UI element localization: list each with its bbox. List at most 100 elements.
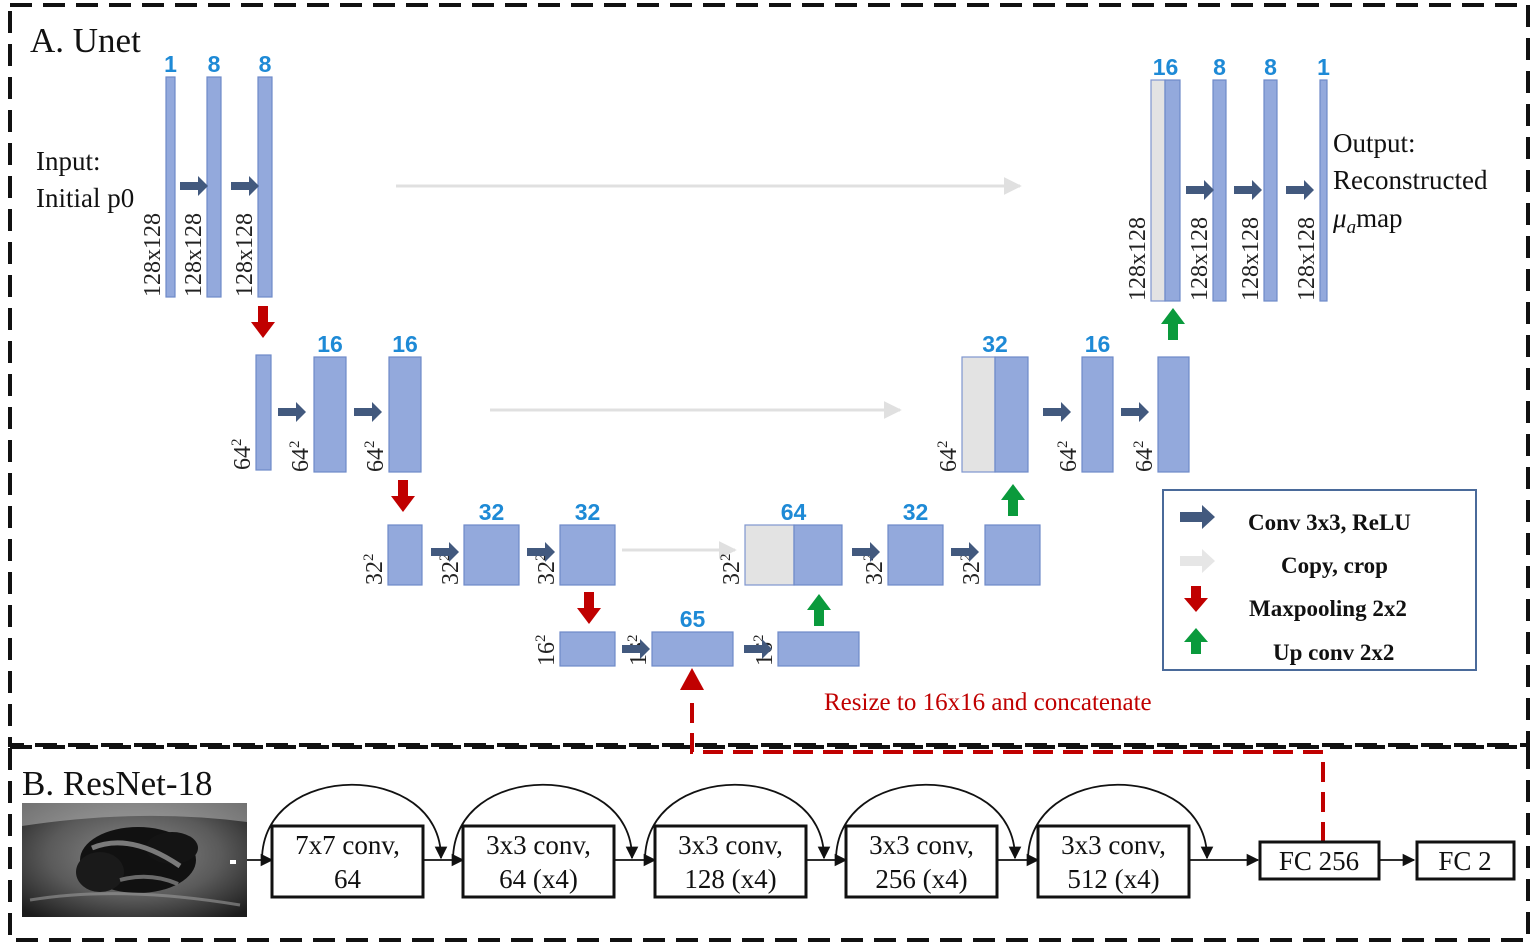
feature-map <box>387 524 423 586</box>
resnet-block-box <box>653 824 808 899</box>
unet-block: 162 <box>533 631 616 667</box>
unet-block: 8 128x128 <box>1238 54 1278 302</box>
conv-arrow <box>1186 180 1214 200</box>
channel-count: 1 <box>1317 54 1330 80</box>
size-exponent: 2 <box>1055 441 1071 449</box>
maxpool-arrow <box>391 480 415 512</box>
spatial-size-label: 128x128 <box>232 213 258 297</box>
feature-map <box>1263 79 1278 302</box>
skip-connection-arc <box>261 783 448 861</box>
resnet-block-line1: 3x3 conv, <box>678 830 783 860</box>
channel-count: 1 <box>164 51 177 77</box>
channel-count: 32 <box>903 499 929 525</box>
skip-connection-arc <box>1027 783 1214 861</box>
conv-arrow <box>852 542 880 562</box>
size-base: 32 <box>534 561 560 585</box>
feature-map <box>777 631 860 667</box>
size-exponent: 2 <box>229 439 245 447</box>
resnet-block-line1: 7x7 conv, <box>295 830 400 860</box>
spatial-size-label: 128x128 <box>1238 217 1264 301</box>
feature-map <box>1081 356 1114 473</box>
upconv-arrow <box>807 594 831 626</box>
feature-map <box>165 76 176 298</box>
size-exponent: 2 <box>751 635 767 643</box>
spatial-size-label: 128x128 <box>1187 217 1213 301</box>
feature-map <box>313 356 347 473</box>
ultrasound-image <box>22 803 247 917</box>
conv-arrow <box>1234 180 1262 200</box>
legend-pool-label: Maxpooling 2x2 <box>1249 596 1407 621</box>
channel-count: 16 <box>317 331 343 357</box>
conv-arrow <box>231 176 259 196</box>
spatial-size-label: 128x128 <box>140 213 166 297</box>
size-exponent: 2 <box>1131 441 1147 449</box>
copied-feature-map <box>1150 79 1166 302</box>
feature-map <box>1157 356 1190 473</box>
resize-arrowhead <box>680 668 704 690</box>
unet-block: 1 128x128 <box>1294 54 1330 302</box>
size-exponent: 2 <box>533 554 549 562</box>
size-exponent: 2 <box>718 554 734 562</box>
output-label-line1: Output: <box>1333 128 1416 158</box>
unet-block: 322 <box>361 524 423 586</box>
unet-blocks: 1128x1288128x1288128x1286421664216642322… <box>140 51 1330 667</box>
size-exponent: 2 <box>533 635 549 643</box>
size-base: 32 <box>959 561 985 585</box>
size-base: 64 <box>363 448 389 472</box>
size-base: 64 <box>1056 448 1082 472</box>
conv-arrow <box>951 542 979 562</box>
channel-count: 8 <box>208 51 221 77</box>
feature-map <box>984 524 1041 586</box>
legend-box <box>1162 489 1477 671</box>
legend: Conv 3x3, ReLU Copy, crop Maxpooling 2x2… <box>1162 489 1477 671</box>
feature-map <box>257 76 273 298</box>
resnet-block-line2: 64 (x4) <box>499 864 578 894</box>
input-label-line2: Initial p0 <box>36 183 134 213</box>
size-base: 32 <box>362 561 388 585</box>
feature-map <box>1319 79 1328 302</box>
map-word: map <box>1356 203 1403 233</box>
conv-arrow <box>744 639 772 659</box>
skip-connection-arc <box>452 783 639 861</box>
output-label-line2: Reconstructed <box>1333 165 1488 195</box>
spatial-size-label: 642 <box>1055 441 1082 473</box>
fc-256-label: FC 256 <box>1279 846 1359 876</box>
unet-block: 16 642 <box>1055 331 1114 473</box>
size-base: 32 <box>862 561 888 585</box>
spatial-size-label: 642 <box>229 439 256 471</box>
feature-map <box>463 524 520 586</box>
conv-arrow <box>278 402 306 422</box>
maxpool-arrow <box>577 592 601 624</box>
spatial-size-label: 322 <box>718 554 745 586</box>
panel-a-title: A. Unet <box>30 21 141 60</box>
channel-count: 65 <box>680 606 706 632</box>
resnet-block-line2: 256 (x4) <box>875 864 967 894</box>
conv-arrow <box>180 176 208 196</box>
spatial-size-label: 642 <box>1131 441 1158 473</box>
channel-count: 16 <box>1153 54 1179 80</box>
size-base: 16 <box>534 642 560 666</box>
size-base: 64 <box>1132 448 1158 472</box>
unet-block: 16 642 <box>362 331 422 473</box>
spatial-size-label: 322 <box>958 554 985 586</box>
spatial-size-label: 128x128 <box>1294 217 1320 301</box>
legend-conv-icon <box>1180 505 1215 529</box>
resnet-block-line2: 512 (x4) <box>1067 864 1159 894</box>
panel-b-frame <box>8 745 1530 942</box>
unet-block: 32 642 <box>935 331 1029 473</box>
channel-count: 32 <box>575 499 601 525</box>
conv-arrow <box>1121 402 1149 422</box>
unet-block: 642 <box>1131 356 1190 473</box>
output-label-line3: μamap <box>1332 203 1403 238</box>
feature-map <box>887 524 944 586</box>
resnet-block-box <box>270 824 425 899</box>
feature-map <box>255 354 272 471</box>
unet-block: 8 128x128 <box>1187 54 1227 302</box>
resnet-block-line1: 3x3 conv, <box>869 830 974 860</box>
conv-arrow <box>1286 180 1314 200</box>
spatial-size-label: 162 <box>533 635 560 667</box>
resize-dashed-link <box>690 694 1325 842</box>
upconv-arrow <box>1001 484 1025 516</box>
spatial-size-label: 322 <box>437 554 464 586</box>
